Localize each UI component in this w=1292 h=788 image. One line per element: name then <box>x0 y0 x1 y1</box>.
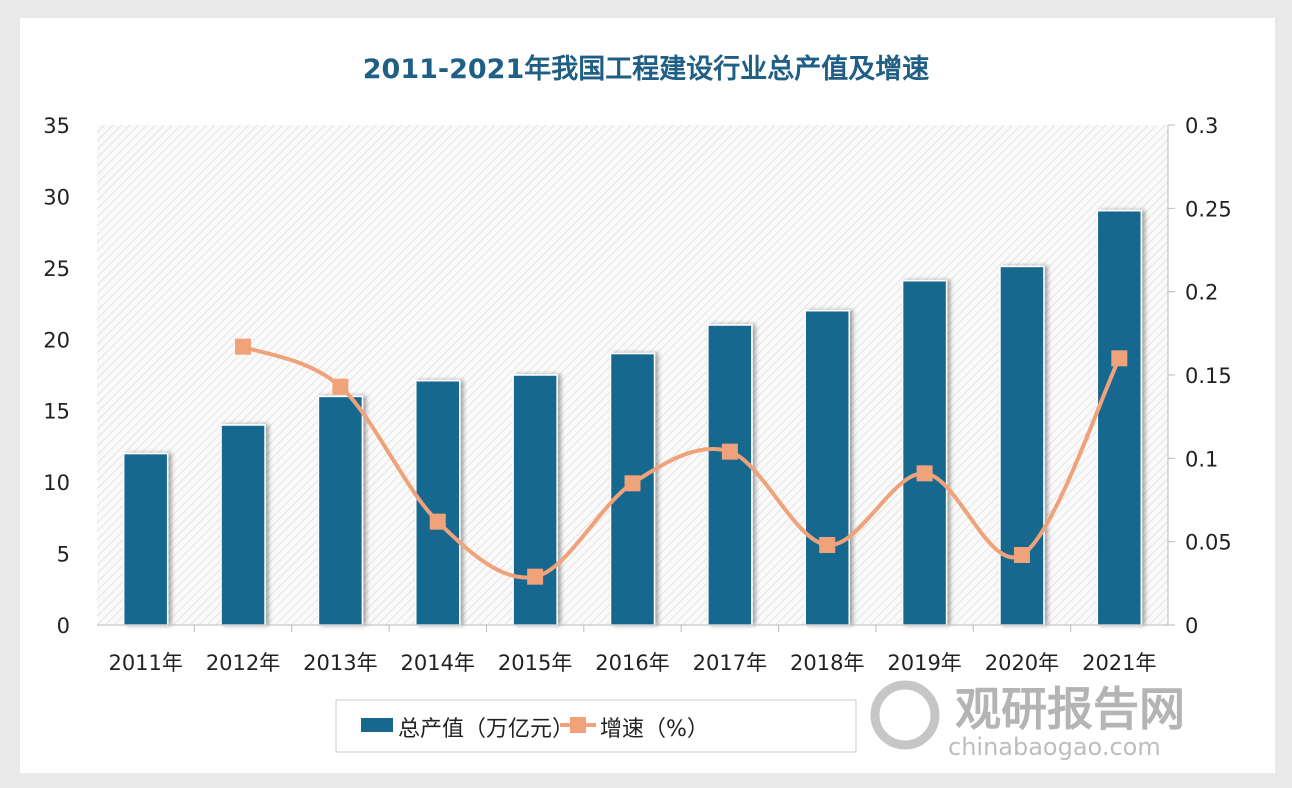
bar-2017年 <box>707 324 753 626</box>
y-left-tick-label: 5 <box>57 543 70 567</box>
growth-point-2015年 <box>527 568 544 585</box>
growth-line <box>242 344 1122 580</box>
watermark-logo <box>870 680 940 750</box>
y-right-tick-label: 0 <box>1185 614 1198 638</box>
growth-point-2016年 <box>624 475 641 492</box>
x-tick-label: 2018年 <box>790 651 864 675</box>
growth-point-2018年 <box>819 537 836 553</box>
watermark: 观研报告网 chinabaogao.com <box>870 680 1185 761</box>
x-tick-label: 2021年 <box>1082 651 1156 675</box>
legend-swatch-bar <box>361 718 393 732</box>
growth-point-2021年 <box>1111 350 1128 367</box>
y-right-tick-label: 0.05 <box>1185 531 1232 555</box>
bar-2019年 <box>901 279 948 626</box>
watermark-url: chinabaogao.com <box>948 733 1161 761</box>
x-tick-label: 2019年 <box>887 651 961 675</box>
x-tick-label: 2015年 <box>498 651 572 675</box>
growth-point-2013年 <box>332 378 349 395</box>
legend-swatch-line <box>570 717 586 733</box>
x-tick-label: 2017年 <box>693 651 767 675</box>
y-right-tick-label: 0.15 <box>1185 364 1232 388</box>
y-right-tick-label: 0.2 <box>1185 281 1218 305</box>
growth-point-2020年 <box>1013 547 1030 563</box>
growth-point-2017年 <box>721 443 738 460</box>
x-tick-label: 2020年 <box>985 651 1059 675</box>
bar-2015年 <box>512 374 558 626</box>
x-tick-label: 2011年 <box>108 651 182 675</box>
x-tick-label: 2012年 <box>206 651 280 675</box>
y-left-tick-label: 10 <box>43 471 70 495</box>
y-right-tick-label: 0.25 <box>1185 197 1232 221</box>
bar-2021年 <box>1096 209 1143 626</box>
chart-title: 2011-2021年我国工程建设行业总产值及增速 <box>363 53 930 85</box>
y-left-tick-label: 0 <box>57 614 70 638</box>
x-tick-label: 2013年 <box>303 651 377 675</box>
legend: 总产值（万亿元） 增速（%） <box>335 699 857 753</box>
y-right-tick-label: 0.3 <box>1185 114 1218 138</box>
y-left-tick-label: 35 <box>43 114 70 138</box>
legend-label-line: 增速（%） <box>600 717 709 742</box>
bar-2018年 <box>804 309 850 626</box>
x-tick-label: 2016年 <box>595 651 669 675</box>
y-left-tick-label: 25 <box>43 257 70 281</box>
bar-2013年 <box>317 395 364 626</box>
bar-2020年 <box>999 265 1045 626</box>
y-left-tick-label: 15 <box>43 400 70 424</box>
growth-point-2014年 <box>429 513 446 530</box>
y-left-tick-label: 30 <box>43 185 70 209</box>
bar-2011年 <box>122 452 169 626</box>
legend-label-bar: 总产值（万亿元） <box>398 717 574 742</box>
growth-point-2012年 <box>235 338 252 355</box>
y-left-tick-label: 20 <box>43 328 70 352</box>
bar-2012年 <box>220 424 266 626</box>
x-tick-label: 2014年 <box>401 651 475 675</box>
watermark-brand: 观研报告网 <box>955 682 1185 736</box>
y-right-tick-label: 0.1 <box>1185 447 1218 471</box>
growth-point-2019年 <box>916 465 933 482</box>
